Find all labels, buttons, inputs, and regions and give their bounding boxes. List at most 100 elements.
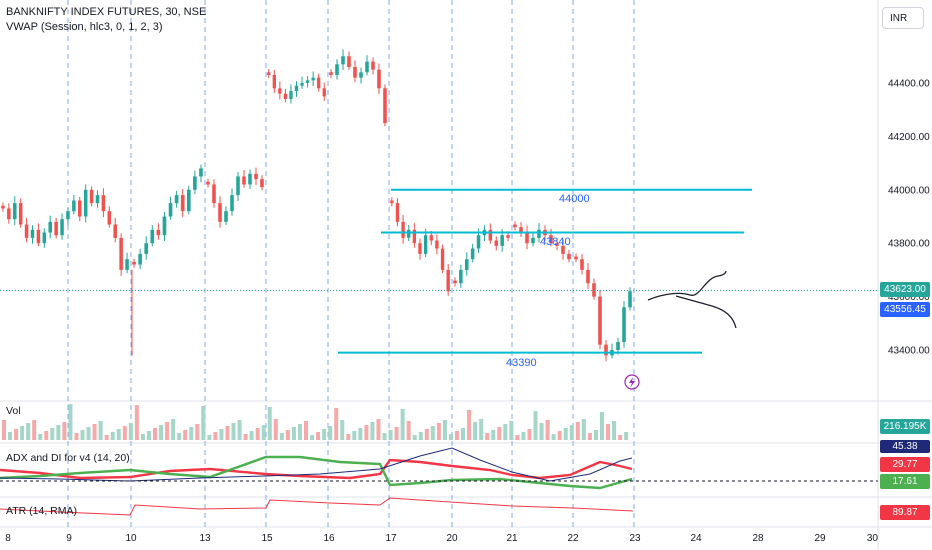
candle-100 <box>598 289 602 350</box>
vwap-badge: 43556.45 <box>880 302 930 317</box>
drawing-lower-path <box>675 295 737 329</box>
candle-62 <box>371 57 375 75</box>
time-label-28: 28 <box>752 533 764 544</box>
volume-bar-74 <box>448 434 453 440</box>
candle-64 <box>383 84 387 127</box>
candle-14 <box>83 184 88 223</box>
candle-7 <box>42 228 47 248</box>
candle-16 <box>95 190 100 208</box>
freehand-drawing[interactable] <box>647 270 737 329</box>
horizontal-levels[interactable] <box>338 188 752 354</box>
volume-bar-79 <box>479 419 484 440</box>
time-label-17: 17 <box>385 533 397 544</box>
candle-22 <box>132 258 136 268</box>
candle-70 <box>418 238 422 260</box>
candle-102 <box>610 343 614 359</box>
adx-pane-title[interactable]: ADX and DI for v4 (14, 20) <box>6 452 130 464</box>
volume-bar-33 <box>201 406 206 440</box>
volume-bar-12 <box>74 433 79 440</box>
candle-101 <box>604 340 608 362</box>
candle-53 <box>317 73 321 92</box>
volume-bar-58 <box>352 431 357 440</box>
price-tick-43600.00: 43600.00 <box>888 292 930 303</box>
volume-bar-42 <box>255 428 260 440</box>
symbol-title: BANKNIFTY INDEX FUTURES, 30, NSE <box>6 6 207 18</box>
atr-badge: 89.87 <box>880 505 930 520</box>
atr-pane-title[interactable]: ATR (14, RMA) <box>6 505 77 517</box>
price-tick-44000.00: 44000.00 <box>888 185 930 196</box>
candle-87 <box>519 222 523 238</box>
candle-44 <box>267 69 271 79</box>
price-scale[interactable]: 44400.00 44200.00 44000.00 43800.00 43600.00… <box>888 79 930 357</box>
volume-bar-61 <box>370 422 375 440</box>
volume-bar-21 <box>128 423 133 440</box>
candle-94 <box>561 239 565 260</box>
volume-badge: 216.195K <box>880 419 930 434</box>
candle-34 <box>206 178 210 188</box>
volume-bar-54 <box>328 426 333 440</box>
time-axis[interactable]: 8 9 10 13 15 16 17 20 21 22 23 24 28 29 30 <box>5 533 878 544</box>
time-label-13: 13 <box>199 533 211 544</box>
candle-86 <box>513 221 517 231</box>
candle-99 <box>592 278 596 300</box>
candle-75 <box>446 264 450 296</box>
time-label-16: 16 <box>323 533 335 544</box>
volume-bar-11 <box>68 404 73 440</box>
drawing-upper-path <box>647 270 727 301</box>
candle-25 <box>150 225 155 247</box>
time-label-23: 23 <box>629 533 641 544</box>
volume-bar-41 <box>249 431 254 440</box>
candle-88 <box>525 225 529 250</box>
volume-bar-100 <box>606 424 610 440</box>
candle-39 <box>236 171 240 202</box>
volume-bar-27 <box>165 422 170 440</box>
volume-bar-34 <box>207 435 212 440</box>
volume-bar-28 <box>171 419 176 440</box>
volume-bar-75 <box>455 431 459 440</box>
time-label-9: 9 <box>66 533 72 544</box>
candle-26 <box>156 223 161 240</box>
candle-66 <box>395 198 400 227</box>
candle-10 <box>60 213 64 240</box>
volume-bar-94 <box>569 425 574 440</box>
candle-79 <box>470 243 475 263</box>
candle-23 <box>138 248 142 270</box>
volume-pane-title[interactable]: Vol <box>6 405 21 417</box>
price-tick-44200.00: 44200.00 <box>888 132 930 143</box>
volume-bar-76 <box>461 428 466 440</box>
volume-bar-55 <box>334 408 339 440</box>
volume-bar-72 <box>436 423 441 440</box>
volume-bar-70 <box>424 429 429 440</box>
volume-bar-30 <box>183 430 188 440</box>
currency-button[interactable]: INR <box>882 7 924 29</box>
volume-bar-82 <box>497 427 502 440</box>
candle-83 <box>494 236 499 251</box>
volume-bar-81 <box>491 430 496 440</box>
candle-77 <box>459 264 463 288</box>
volume-bar-39 <box>237 420 242 440</box>
candle-35 <box>212 179 216 208</box>
volume-bar-60 <box>364 425 369 440</box>
volume-bar-4 <box>26 423 31 440</box>
candle-48 <box>289 84 293 104</box>
time-label-22: 22 <box>567 533 579 544</box>
volume-bar-19 <box>116 429 121 440</box>
volume-bar-90 <box>545 420 550 440</box>
volume-bar-101 <box>612 421 617 440</box>
volume-bar-24 <box>146 431 151 440</box>
volume-bar-89 <box>539 423 544 440</box>
volume-bar-7 <box>44 431 49 440</box>
time-label-24: 24 <box>690 533 702 544</box>
volume-bar-6 <box>38 434 43 440</box>
time-label-21: 21 <box>506 533 518 544</box>
candle-67 <box>401 214 405 244</box>
volume-bar-50 <box>304 421 308 440</box>
volume-bar-63 <box>382 433 387 440</box>
vwap-legend[interactable]: VWAP (Session, hlc3, 0, 1, 2, 3) <box>6 21 163 33</box>
volume-bar-10 <box>62 422 67 440</box>
time-label-29: 29 <box>814 533 826 544</box>
volume-bar-43 <box>261 425 266 440</box>
volume-bar-13 <box>80 430 85 440</box>
candle-2 <box>13 196 17 226</box>
